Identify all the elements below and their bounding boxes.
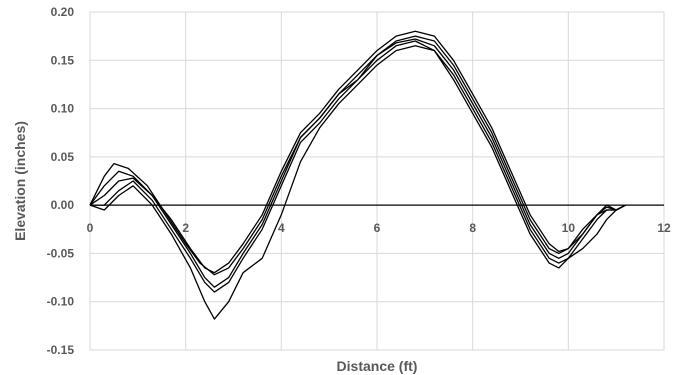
x-tick-label: 2 [182,221,189,235]
y-tick-label: -0.15 [47,343,75,357]
x-tick-label: 6 [374,221,381,235]
y-tick-label: -0.05 [47,246,75,260]
x-axis-title: Distance (ft) [337,358,418,374]
y-axis-title: Elevation (inches) [12,121,28,241]
series-line-2 [89,30,626,274]
y-tick-label: 0.00 [51,198,75,212]
x-tick-labels: 0 2 4 6 8 10 12 [87,221,671,235]
y-tick-label: -0.10 [47,295,75,309]
x-tick-label: 0 [87,221,94,235]
x-tick-label: 12 [657,221,671,235]
y-tick-labels: 0.20 0.15 0.10 0.05 0.00 -0.05 -0.10 -0.15 [47,5,75,357]
y-tick-label: 0.20 [51,5,75,19]
y-tick-label: 0.10 [51,102,75,116]
series-layer [89,30,626,320]
x-tick-label: 4 [278,221,285,235]
y-tick-label: 0.15 [51,53,75,67]
series-line-4 [90,40,626,293]
series-line-1 [89,35,626,276]
y-tick-label: 0.05 [51,150,75,164]
x-tick-label: 10 [562,221,576,235]
x-tick-label: 8 [469,221,476,235]
series-line-3 [89,38,626,288]
series-line-5 [89,45,626,320]
